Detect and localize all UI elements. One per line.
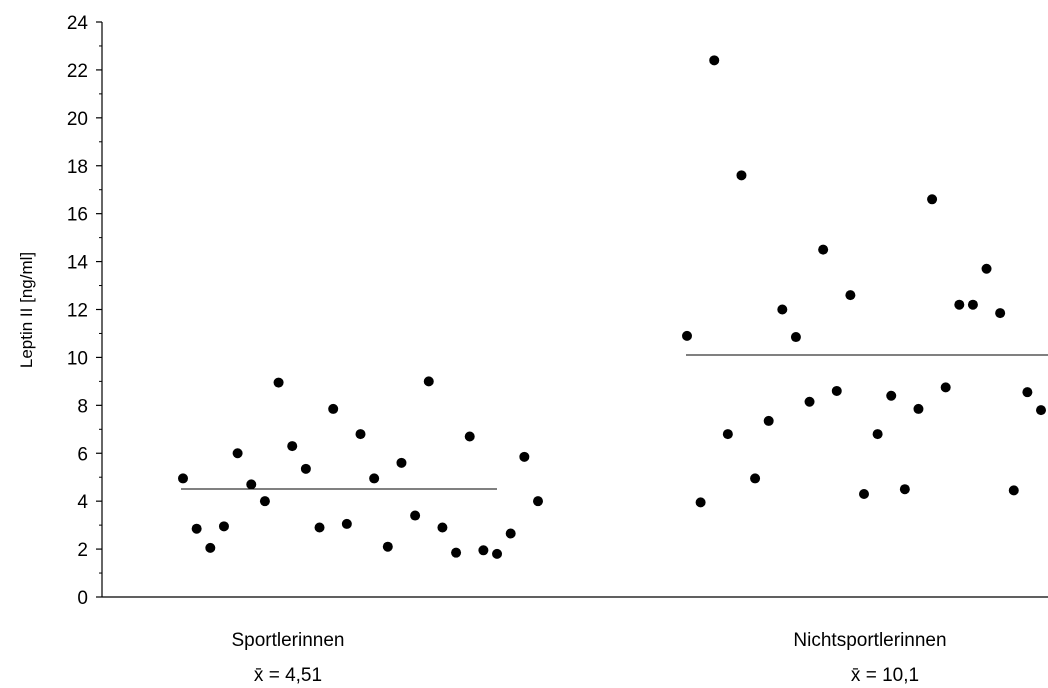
data-point-nichtsportlerinnen (845, 290, 856, 301)
y-tick-label: 6 (77, 444, 88, 465)
data-point-nichtsportlerinnen (831, 385, 842, 396)
data-point-sportlerinnen (505, 528, 516, 539)
data-point-nichtsportlerinnen (927, 194, 938, 205)
axes (101, 22, 1048, 598)
y-tick-label: 18 (67, 157, 88, 178)
data-point-sportlerinnen (300, 463, 311, 474)
data-point-sportlerinnen (205, 542, 216, 553)
data-point-nichtsportlerinnen (818, 244, 829, 255)
data-point-sportlerinnen (259, 496, 270, 507)
data-point-sportlerinnen (287, 441, 298, 452)
data-point-sportlerinnen (218, 521, 229, 532)
data-point-sportlerinnen (369, 473, 380, 484)
data-point-sportlerinnen (396, 457, 407, 468)
data-point-nichtsportlerinnen (709, 55, 720, 66)
data-point-sportlerinnen (519, 451, 530, 462)
data-point-sportlerinnen (355, 429, 366, 440)
data-point-sportlerinnen (533, 496, 543, 507)
data-point-nichtsportlerinnen (722, 429, 733, 440)
y-axis-title: Leptin II [ng/ml] (17, 252, 36, 368)
mean-lines (181, 354, 1048, 490)
data-point-nichtsportlerinnen (804, 396, 815, 407)
y-tick-label: 10 (67, 348, 88, 369)
data-point-sportlerinnen (328, 403, 339, 414)
data-point-sportlerinnen (273, 377, 284, 388)
data-point-nichtsportlerinnen (981, 263, 992, 274)
data-point-sportlerinnen (341, 518, 352, 529)
data-point-nichtsportlerinnen (967, 299, 978, 310)
category-label-nichtsportlerinnen: Nichtsportlerinnen (793, 630, 946, 651)
data-point-nichtsportlerinnen (682, 330, 692, 341)
data-point-sportlerinnen (410, 510, 421, 521)
data-point-sportlerinnen (478, 545, 489, 556)
mean-label-sportlerinnen: x̄ = 4,51 (254, 665, 322, 686)
y-tick-label: 20 (67, 109, 88, 130)
data-point-sportlerinnen (464, 431, 475, 442)
data-point-sportlerinnen (423, 376, 434, 387)
y-tick-label: 24 (67, 13, 89, 34)
y-tick-label: 4 (77, 492, 88, 513)
data-point-nichtsportlerinnen (913, 403, 924, 414)
data-point-nichtsportlerinnen (954, 299, 965, 310)
data-point-nichtsportlerinnen (790, 332, 801, 343)
y-tick-label: 12 (67, 301, 88, 322)
y-tick-label: 22 (67, 61, 88, 82)
y-ticks (96, 21, 102, 598)
data-point-nichtsportlerinnen (995, 308, 1006, 319)
data-point-nichtsportlerinnen (1022, 387, 1033, 398)
data-point-nichtsportlerinnen (763, 415, 774, 426)
data-point-sportlerinnen (191, 523, 202, 534)
data-point-nichtsportlerinnen (695, 497, 706, 508)
data-point-sportlerinnen (492, 548, 503, 559)
y-tick-label: 14 (67, 253, 89, 274)
data-point-nichtsportlerinnen (872, 429, 883, 440)
mean-label-nichtsportlerinnen: x̄ = 10,1 (851, 665, 919, 686)
y-tick-label: 2 (77, 540, 88, 561)
data-point-nichtsportlerinnen (940, 382, 951, 393)
y-tick-label: 0 (77, 588, 88, 609)
data-point-sportlerinnen (382, 541, 393, 552)
data-point-nichtsportlerinnen (750, 473, 761, 484)
data-point-nichtsportlerinnen (736, 170, 747, 181)
category-label-sportlerinnen: Sportlerinnen (231, 630, 344, 651)
data-point-nichtsportlerinnen (1008, 485, 1019, 496)
data-point-sportlerinnen (246, 479, 257, 490)
y-tick-label: 8 (77, 396, 88, 417)
data-point-nichtsportlerinnen (899, 484, 910, 495)
data-point-nichtsportlerinnen (886, 390, 897, 401)
data-point-sportlerinnen (178, 473, 188, 484)
y-tick-label: 16 (67, 205, 88, 226)
data-points (178, 55, 1046, 559)
data-point-sportlerinnen (451, 547, 462, 558)
data-point-sportlerinnen (314, 522, 325, 533)
data-point-nichtsportlerinnen (777, 304, 788, 315)
data-point-nichtsportlerinnen (859, 488, 869, 499)
data-point-nichtsportlerinnen (1036, 405, 1046, 416)
data-point-sportlerinnen (437, 522, 448, 533)
data-point-sportlerinnen (232, 448, 243, 459)
